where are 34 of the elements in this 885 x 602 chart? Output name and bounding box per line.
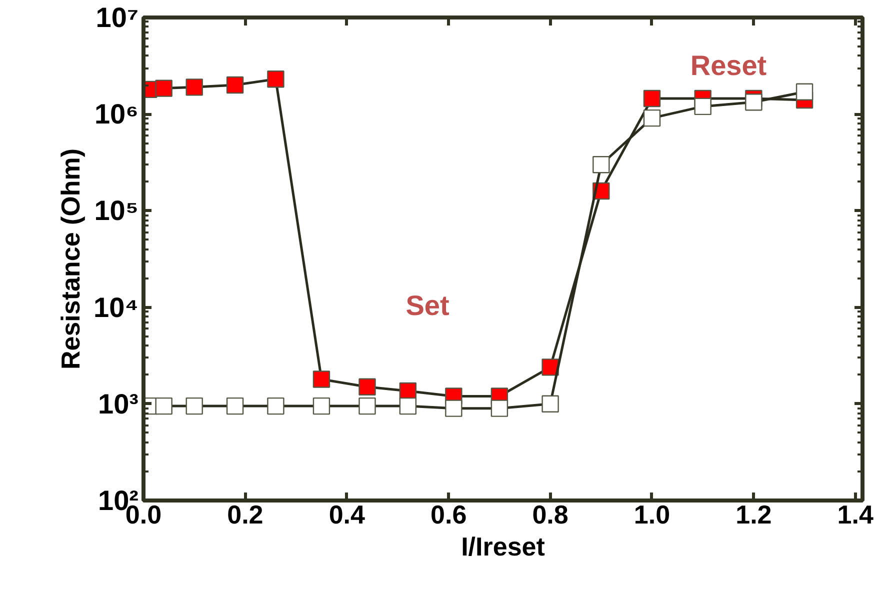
point	[312, 370, 330, 388]
point	[358, 378, 376, 396]
point	[186, 78, 203, 96]
x-tick-label: 1.4	[837, 500, 874, 530]
x-tick-label: 1.0	[634, 500, 670, 530]
y-tick-label: 10⁶	[94, 98, 139, 130]
point	[226, 397, 244, 415]
point	[796, 83, 814, 100]
point	[267, 70, 284, 88]
y-tick-label: 10⁷	[96, 2, 139, 33]
x-tick-label: 0.4	[328, 500, 366, 530]
y-tick-label: 10³	[98, 388, 138, 420]
y-axis-title: Resistance (Ohm)	[56, 148, 86, 370]
point	[542, 358, 559, 376]
x-tick-label: 1.2	[736, 500, 772, 530]
x-tick-label: 0.8	[532, 500, 568, 530]
x-tick-label: 0.6	[430, 500, 467, 530]
point	[643, 90, 661, 108]
annotation: Reset	[690, 50, 767, 81]
y-tick-label: 10⁵	[94, 195, 138, 226]
point	[643, 109, 661, 127]
point	[445, 400, 462, 417]
annotation: Set	[406, 290, 450, 321]
x-tick-label: 0.2	[227, 500, 264, 530]
point	[399, 397, 417, 415]
point	[312, 397, 330, 415]
point	[490, 400, 508, 417]
x-axis-title: I/Ireset	[461, 532, 546, 562]
point	[226, 76, 244, 94]
y-tick-label: 10⁴	[94, 292, 139, 323]
point	[745, 94, 762, 111]
point	[155, 397, 172, 415]
point	[155, 80, 172, 97]
point	[694, 98, 712, 116]
